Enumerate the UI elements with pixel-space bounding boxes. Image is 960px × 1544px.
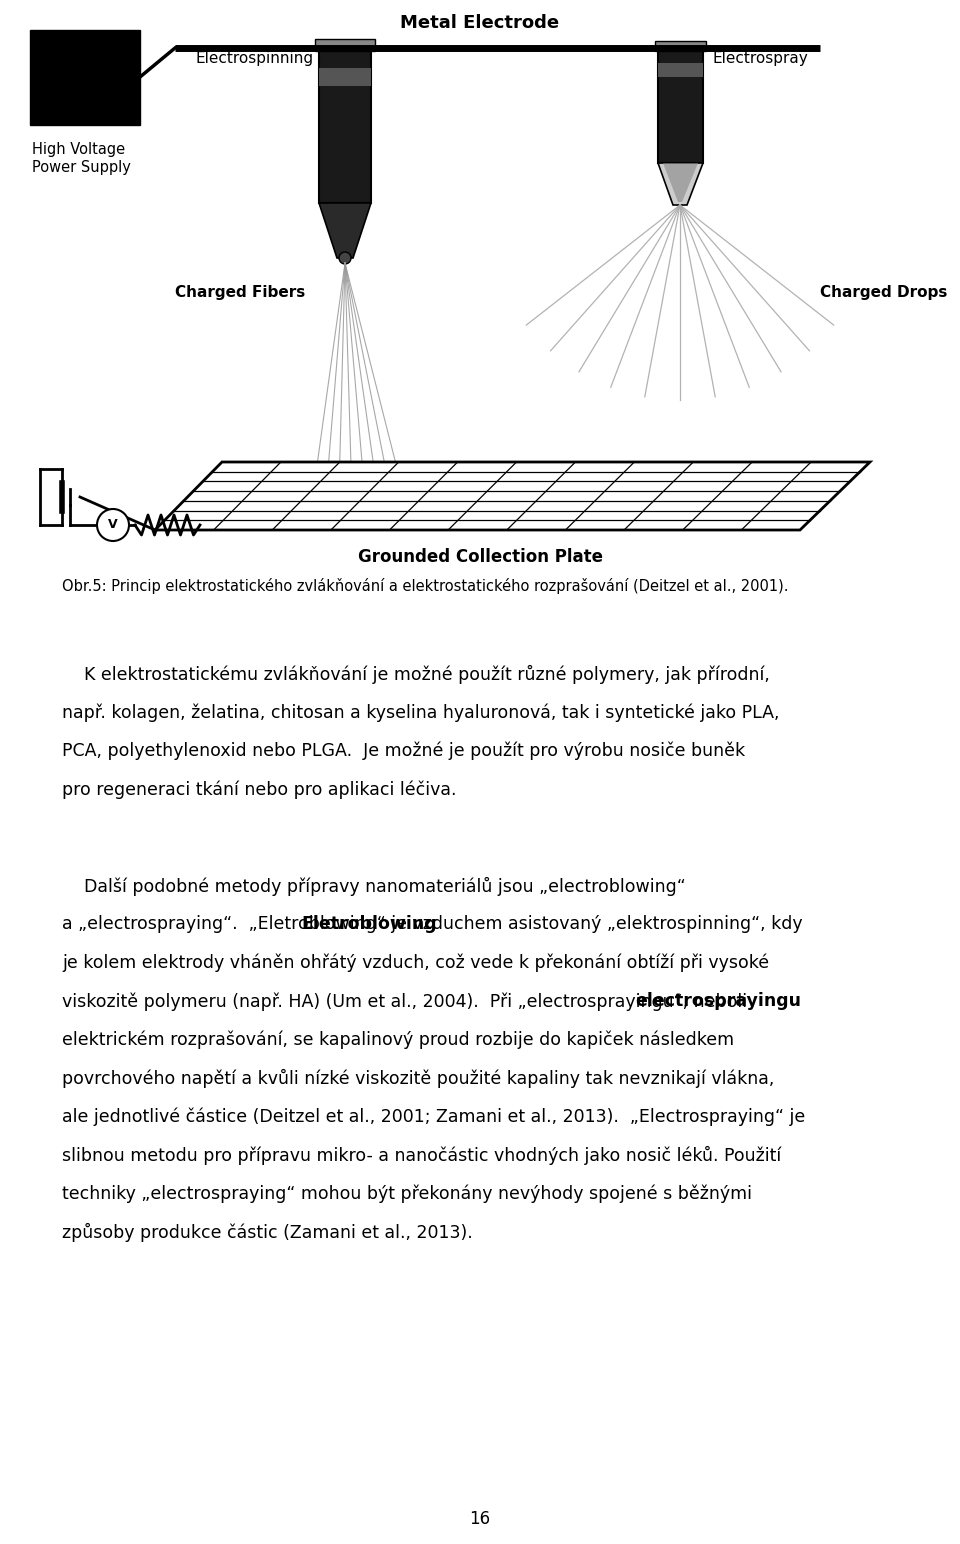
Text: Charged Drops: Charged Drops xyxy=(820,286,948,300)
Bar xyxy=(319,68,371,86)
Text: Electrospinning: Electrospinning xyxy=(196,51,314,65)
Bar xyxy=(315,39,375,51)
Text: PCA, polyethylenoxid nebo PLGA.  Je možné je použít pro výrobu nosiče buněk: PCA, polyethylenoxid nebo PLGA. Je možné… xyxy=(62,743,745,761)
Circle shape xyxy=(97,510,129,540)
Text: Grounded Collection Plate: Grounded Collection Plate xyxy=(357,548,603,567)
Bar xyxy=(658,63,703,77)
Text: Obr.5: Princip elektrostatického zvlákňování a elektrostatického rozprašování (D: Obr.5: Princip elektrostatického zvlákňo… xyxy=(62,577,788,594)
Text: 16: 16 xyxy=(469,1510,491,1529)
Text: pro regeneraci tkání nebo pro aplikaci léčiva.: pro regeneraci tkání nebo pro aplikaci l… xyxy=(62,781,457,798)
Text: viskozitě polymeru (např. HA) (Um et al., 2004).  Při „electrosprayingu“, neboli: viskozitě polymeru (např. HA) (Um et al.… xyxy=(62,993,747,1011)
Polygon shape xyxy=(658,164,703,205)
Text: techniky „electrospraying“ mohou být překonány nevýhody spojené s běžnými: techniky „electrospraying“ mohou být pře… xyxy=(62,1184,752,1203)
Text: Charged Fibers: Charged Fibers xyxy=(175,286,305,300)
Text: V: V xyxy=(108,519,118,531)
Text: povrchového napětí a kvůli nízké viskozitě použité kapaliny tak nevznikají vlákn: povrchového napětí a kvůli nízké viskozi… xyxy=(62,1070,775,1089)
Bar xyxy=(655,42,706,51)
Bar xyxy=(658,48,703,164)
Polygon shape xyxy=(155,462,870,530)
Text: Metal Electrode: Metal Electrode xyxy=(400,14,560,32)
Text: elektrickém rozprašování, se kapalinový proud rozbije do kapiček následkem: elektrickém rozprašování, se kapalinový … xyxy=(62,1031,734,1050)
Text: a „electrospraying“.  „Eletroblowing“ je vzduchem asistovaný „elektrospinning“, : a „electrospraying“. „Eletroblowing“ je … xyxy=(62,916,803,933)
Text: Eletroblowing: Eletroblowing xyxy=(301,916,437,933)
Text: K elektrostatickému zvlákňování je možné použít různé polymery, jak přírodní,: K elektrostatickému zvlákňování je možné… xyxy=(62,665,770,684)
Circle shape xyxy=(339,252,351,264)
Polygon shape xyxy=(319,202,371,258)
Text: Electrospray: Electrospray xyxy=(712,51,807,65)
Polygon shape xyxy=(663,164,698,202)
Text: Power Supply: Power Supply xyxy=(32,161,131,174)
Text: slibnou metodu pro přípravu mikro- a nanočástic vhodných jako nosič léků. Použit: slibnou metodu pro přípravu mikro- a nan… xyxy=(62,1146,781,1166)
Bar xyxy=(30,29,140,125)
Text: ale jednotlivé částice (Deitzel et al., 2001; Zamani et al., 2013).  „Electrospr: ale jednotlivé částice (Deitzel et al., … xyxy=(62,1107,805,1126)
Text: je kolem elektrody vháněn ohřátý vzduch, což vede k překonání obtíží při vysoké: je kolem elektrody vháněn ohřátý vzduch,… xyxy=(62,954,769,973)
Text: Další podobné metody přípravy nanomateriálů jsou „electroblowing“: Další podobné metody přípravy nanomateri… xyxy=(62,877,685,896)
Text: High Voltage: High Voltage xyxy=(32,142,125,157)
Text: electrosprayingu: electrosprayingu xyxy=(635,993,801,1010)
Bar xyxy=(319,48,371,202)
Text: způsoby produkce částic (Zamani et al., 2013).: způsoby produkce částic (Zamani et al., … xyxy=(62,1223,472,1243)
Text: např. kolagen, želatina, chitosan a kyselina hyaluronová, tak i syntetické jako : např. kolagen, želatina, chitosan a kyse… xyxy=(62,704,780,723)
